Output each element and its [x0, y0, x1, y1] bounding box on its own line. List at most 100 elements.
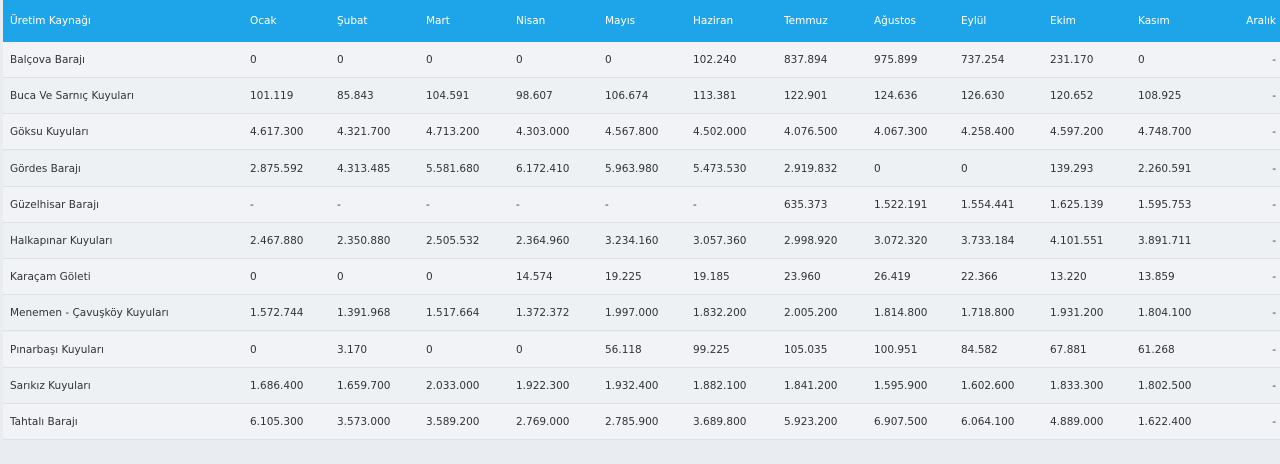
value-cell: 2.350.880	[337, 235, 391, 247]
value-cell: 4.597.200	[1050, 126, 1104, 139]
header-cell: Ocak	[250, 15, 277, 27]
value-cell: 105.035	[784, 343, 828, 356]
value-cell: 1.595.900	[874, 379, 928, 392]
value-cell: 4.313.485	[337, 162, 391, 175]
value-cell: 6.064.100	[961, 416, 1015, 428]
value-cell: 0	[250, 54, 257, 66]
value-cell: 4.258.400	[961, 126, 1015, 139]
value-cell: -	[1272, 198, 1276, 211]
value-cell: 1.832.200	[693, 307, 747, 320]
value-cell: 1.517.664	[426, 307, 480, 320]
value-cell: 3.170	[337, 343, 368, 356]
value-cell: -	[1272, 90, 1276, 103]
value-cell: 1.686.400	[250, 379, 304, 392]
value-cell: 5.963.980	[605, 162, 659, 175]
value-cell: -	[1272, 54, 1276, 66]
value-cell: 67.881	[1050, 343, 1087, 356]
value-cell: 4.502.000	[693, 126, 747, 139]
value-cell: 1.622.400	[1138, 416, 1192, 428]
value-cell: 1.841.200	[784, 379, 838, 392]
value-cell: 2.467.880	[250, 235, 304, 247]
value-cell: 139.293	[1050, 162, 1094, 175]
value-cell: -	[1272, 126, 1276, 139]
header-cell: Mayıs	[605, 15, 636, 27]
value-cell: 1.595.753	[1138, 198, 1192, 211]
value-cell: 0	[874, 162, 881, 175]
value-cell: 6.172.410	[516, 162, 570, 175]
table-row: Karaçam Göleti 0 0 0 14.574 19.225 19.185 23.96…	[3, 259, 1280, 296]
value-cell: 102.240	[693, 54, 737, 66]
source-name: Buca Ve Sarnıç Kuyuları	[10, 90, 134, 103]
source-name: Karaçam Göleti	[10, 271, 91, 284]
value-cell: 2.505.532	[426, 235, 480, 247]
value-cell: 6.907.500	[874, 416, 928, 428]
value-cell: 0	[426, 271, 433, 284]
value-cell: -	[605, 198, 609, 211]
value-cell: 4.303.000	[516, 126, 570, 139]
value-cell: 23.960	[784, 271, 821, 284]
value-cell: 0	[250, 343, 257, 356]
source-name: Tahtalı Barajı	[10, 416, 78, 428]
value-cell: 2.005.200	[784, 307, 838, 320]
value-cell: 108.925	[1138, 90, 1182, 103]
value-cell: 1.922.300	[516, 379, 570, 392]
table-row: Pınarbaşı Kuyuları 0 3.170 0 0 56.118 99.225 10…	[3, 331, 1280, 368]
value-cell: -	[1272, 343, 1276, 356]
value-cell: 231.170	[1050, 54, 1094, 66]
value-cell: 19.225	[605, 271, 642, 284]
value-cell: 1.997.000	[605, 307, 659, 320]
header-cell: Nisan	[516, 15, 546, 27]
value-cell: 0	[250, 271, 257, 284]
value-cell: 0	[516, 54, 523, 66]
value-cell: 104.591	[426, 90, 470, 103]
source-name: Güzelhisar Barajı	[10, 198, 100, 211]
header-cell: Mart	[426, 15, 450, 27]
value-cell: 0	[961, 162, 968, 175]
value-cell: 2.919.832	[784, 162, 838, 175]
value-cell: 84.582	[961, 343, 998, 356]
value-cell: 1.602.600	[961, 379, 1015, 392]
value-cell: 0	[605, 54, 612, 66]
value-cell: 837.894	[784, 54, 828, 66]
table-row: Menemen - Çavuşköy Kuyuları 1.572.744 1.39…	[3, 295, 1280, 332]
header-cell: Haziran	[693, 15, 734, 27]
value-cell: 2.769.000	[516, 416, 570, 428]
value-cell: 975.899	[874, 54, 918, 66]
value-cell: 2.785.900	[605, 416, 659, 428]
value-cell: 3.891.711	[1138, 235, 1192, 247]
value-cell: 120.652	[1050, 90, 1094, 103]
value-cell: 100.951	[874, 343, 918, 356]
table-row: Göksu Kuyuları 4.617.300 4.321.700 4.713.20…	[3, 114, 1280, 151]
value-cell: 26.419	[874, 271, 911, 284]
value-cell: 98.607	[516, 90, 553, 103]
value-cell: 1.882.100	[693, 379, 747, 392]
table-row: Gördes Barajı 2.875.592 4.313.485 5.581.680…	[3, 150, 1280, 187]
value-cell: 5.581.680	[426, 162, 480, 175]
value-cell: 5.473.530	[693, 162, 747, 175]
value-cell: 0	[1138, 54, 1145, 66]
value-cell: 1.372.372	[516, 307, 570, 320]
value-cell: 122.901	[784, 90, 828, 103]
value-cell: 6.105.300	[250, 416, 304, 428]
value-cell: 99.225	[693, 343, 730, 356]
value-cell: -	[426, 198, 430, 211]
value-cell: 4.101.551	[1050, 235, 1104, 247]
value-cell: 4.076.500	[784, 126, 838, 139]
value-cell: 3.573.000	[337, 416, 391, 428]
header-row: Üretim Kaynağı Ocak Şubat Mart Nisan Mayıs Haz…	[3, 0, 1280, 42]
value-cell: 0	[426, 343, 433, 356]
value-cell: 14.574	[516, 271, 553, 284]
value-cell: 2.033.000	[426, 379, 480, 392]
value-cell: -	[250, 198, 254, 211]
value-cell: 19.185	[693, 271, 730, 284]
source-name: Pınarbaşı Kuyuları	[10, 343, 104, 356]
value-cell: 61.268	[1138, 343, 1175, 356]
value-cell: 106.674	[605, 90, 649, 103]
value-cell: 3.234.160	[605, 235, 659, 247]
value-cell: 4.748.700	[1138, 126, 1192, 139]
value-cell: 1.522.191	[874, 198, 928, 211]
table-row: Balçova Barajı 0 0 0 0 0 102.240 837.894 975.899…	[3, 42, 1280, 78]
value-cell: 3.733.184	[961, 235, 1015, 247]
value-cell: 4.889.000	[1050, 416, 1104, 428]
